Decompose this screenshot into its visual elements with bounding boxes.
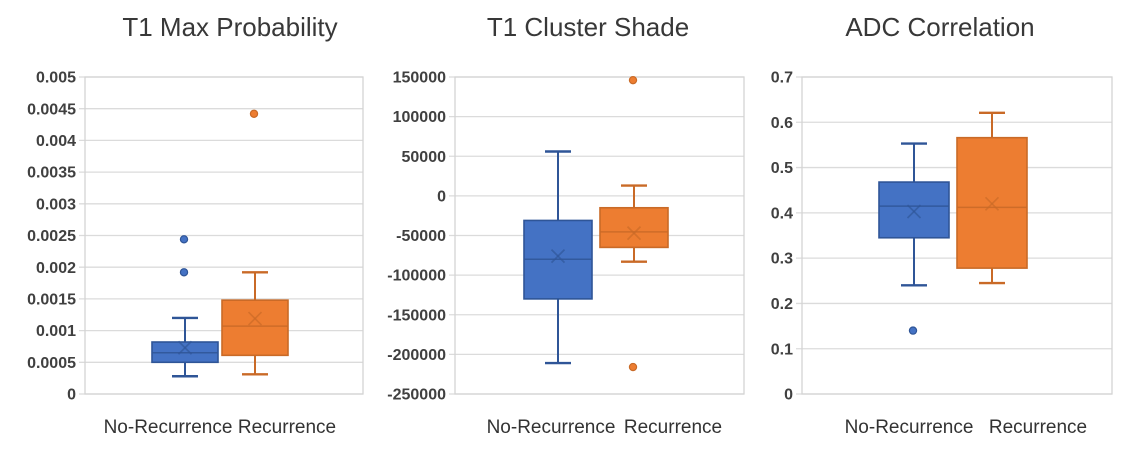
y-tick-label: 50000 [402,149,447,166]
y-tick-label: -50000 [396,228,446,245]
y-tick-label: 0.003 [36,196,76,213]
y-tick-label: 0.6 [771,115,793,132]
chart-title-t1-cluster-shade: T1 Cluster Shade [486,12,690,42]
y-tick-label: 0.0025 [27,228,76,245]
outlier-point [249,109,259,118]
chart-title-t1-max-probability: T1 Max Probability [122,12,338,42]
y-tick-label: 0.5 [771,160,793,177]
mean-marker [177,340,193,355]
y-tick-label: 0.004 [36,133,76,150]
plot-border [801,76,1113,395]
y-tick-label: -150000 [387,307,446,324]
y-tick-label: -250000 [387,387,446,404]
y-tick-label: 0.7 [771,70,793,87]
y-tick-label: 0.0015 [27,292,76,309]
y-tick-label: 0.0005 [27,355,76,372]
y-tick-label: 0.2 [771,296,793,313]
y-tick-label: 0.001 [36,323,76,340]
outlier-point [628,75,638,85]
outlier-point [179,235,189,244]
category-label-recurrence: Recurrence [623,417,723,438]
y-tick-label: 0.4 [771,205,793,222]
outlier-point [908,326,918,335]
plot-border [454,76,745,395]
iqr-box [599,206,669,249]
y-tick-label: 0 [67,387,76,404]
outlier-point [179,268,189,277]
mean-marker [906,204,922,219]
y-tick-label: 0.0035 [27,165,76,182]
y-tick-label: 150000 [393,70,446,87]
y-tick-label: 0 [437,188,446,205]
y-tick-label: -200000 [387,347,446,364]
y-tick-label: 0.1 [771,341,793,358]
category-label-no-recurrence: No-Recurrence [486,417,616,438]
chart-title-adc-correlation: ADC Correlation [845,12,1035,42]
category-label-recurrence: Recurrence [988,417,1088,438]
mean-marker [247,311,263,326]
category-label-no-recurrence: No-Recurrence [844,417,974,438]
plot-border [84,76,364,395]
category-label-no-recurrence: No-Recurrence [103,417,233,438]
outlier-point [628,362,638,372]
y-tick-label: 0.005 [36,70,76,87]
iqr-box [878,181,950,239]
y-tick-label: 100000 [393,109,446,126]
mean-marker [984,196,1000,211]
category-label-recurrence: Recurrence [237,417,337,438]
y-tick-label: 0 [784,387,793,404]
y-tick-label: 0.3 [771,251,793,268]
mean-marker [550,249,566,264]
y-tick-label: 0.0045 [27,101,76,118]
y-tick-label: -100000 [387,268,446,285]
iqr-box [221,299,289,357]
y-tick-label: 0.002 [36,260,76,277]
mean-marker [626,226,642,241]
